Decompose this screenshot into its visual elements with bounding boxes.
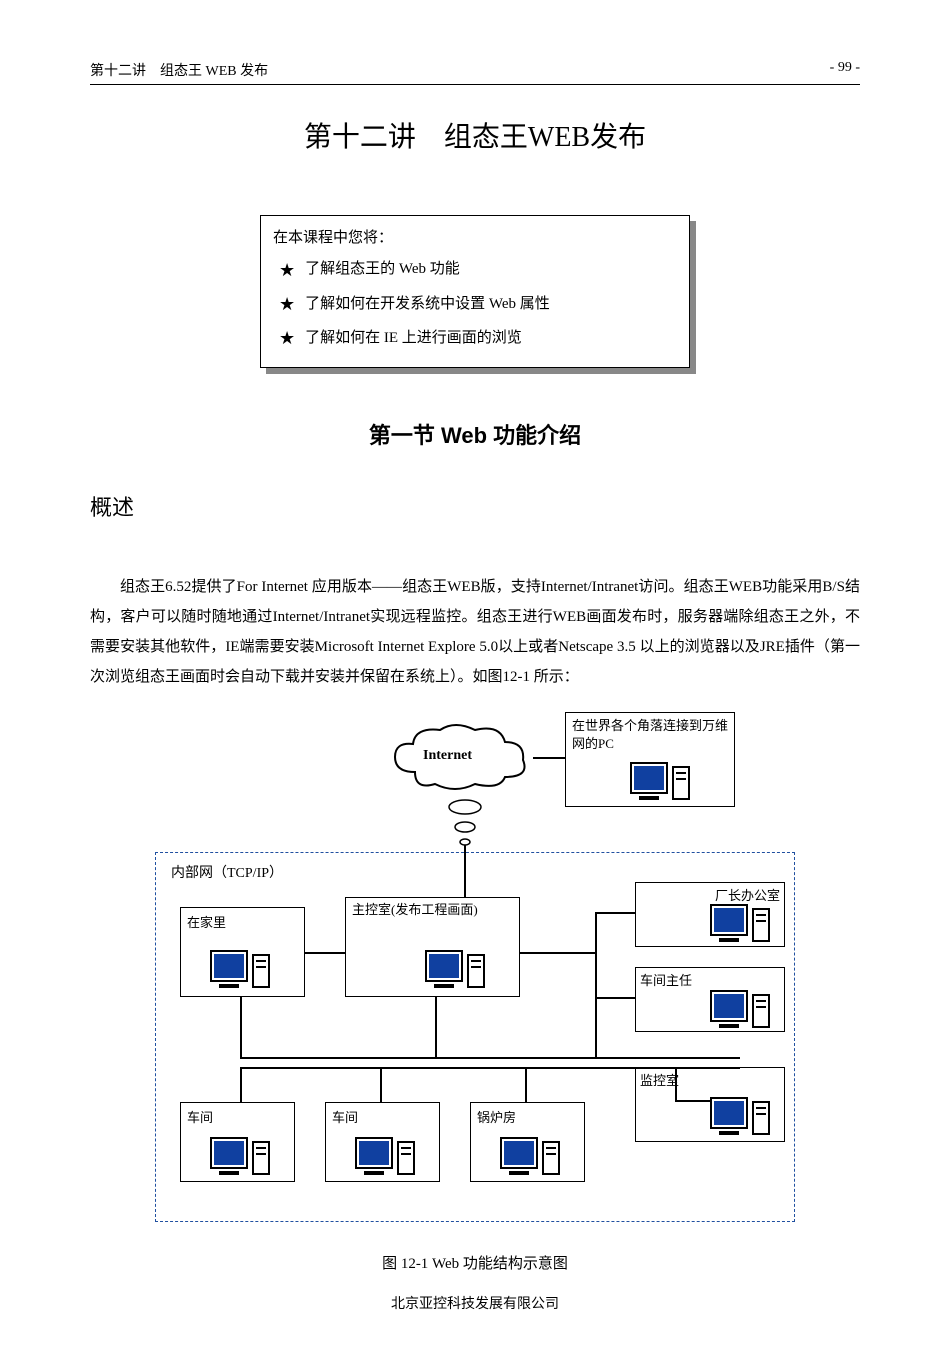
main-title: 第十二讲 组态王WEB发布: [90, 115, 860, 155]
objective-item: ★ 了解如何在 IE 上进行画面的浏览: [273, 321, 677, 355]
connector-line: [675, 1067, 677, 1102]
star-icon: ★: [279, 287, 295, 321]
objectives-box: 在本课程中您将： ★ 了解组态王的 Web 功能 ★ 了解如何在开发系统中设置 …: [260, 215, 690, 368]
connector-line: [380, 1067, 382, 1102]
objectives-intro: 在本课程中您将：: [273, 224, 677, 253]
objective-text: 了解如何在 IE 上进行画面的浏览: [305, 324, 522, 353]
intranet-label: 内部网（TCP/IP）: [167, 860, 287, 884]
workshop-director-label: 车间主任: [640, 970, 780, 989]
computer-icon: [710, 904, 770, 942]
cloud-trail-icon: [445, 797, 485, 847]
computer-icon: [710, 990, 770, 1028]
objective-text: 了解组态王的 Web 功能: [305, 255, 460, 284]
star-icon: ★: [279, 253, 295, 287]
remote-pc-label: 在世界各个角落连接到万维网的PC: [572, 717, 728, 753]
boiler-label: 锅炉房: [477, 1107, 578, 1126]
home-label: 在家里: [187, 912, 298, 931]
page-footer: 北京亚控科技发展有限公司: [90, 1293, 860, 1313]
connector-line: [525, 1067, 527, 1102]
star-icon: ★: [279, 321, 295, 355]
computer-icon: [425, 950, 485, 988]
internet-label: Internet: [423, 748, 472, 764]
section-title: 第一节 Web 功能介绍: [90, 418, 860, 450]
computer-icon: [630, 762, 690, 800]
intranet-label-text: 内部网（TCP/IP）: [171, 866, 283, 881]
subsection-title: 概述: [90, 490, 860, 522]
network-diagram: Internet 在世界各个角落连接到万维网的PC 内部网（TCP/IP） 在家…: [155, 712, 795, 1242]
connector-line: [595, 912, 635, 914]
computer-icon: [210, 1137, 270, 1175]
objective-item: ★ 了解如何在开发系统中设置 Web 属性: [273, 287, 677, 321]
body-paragraph: 组态王6.52提供了For Internet 应用版本——组态王WEB版，支持I…: [90, 572, 860, 692]
connector-line: [520, 952, 595, 954]
connector-line: [595, 912, 597, 1057]
computer-icon: [710, 1097, 770, 1135]
header-left: 第十二讲 组态王 WEB 发布: [90, 60, 268, 80]
manager-office-label: 厂长办公室: [640, 885, 780, 904]
objective-item: ★ 了解组态王的 Web 功能: [273, 253, 677, 287]
page: 第十二讲 组态王 WEB 发布 - 99 - 第十二讲 组态王WEB发布 在本课…: [0, 0, 950, 1353]
connector-line: [240, 1067, 242, 1102]
connector-line: [240, 1057, 740, 1059]
objective-text: 了解如何在开发系统中设置 Web 属性: [305, 290, 550, 319]
connector-line: [675, 1100, 710, 1102]
monitor-room-label: 监控室: [640, 1070, 780, 1089]
computer-icon: [500, 1137, 560, 1175]
connector-line: [240, 1067, 740, 1069]
connector-line: [240, 997, 242, 1057]
connector-line: [305, 952, 345, 954]
workshop2-label: 车间: [332, 1107, 433, 1126]
connector-line: [435, 997, 437, 1057]
computer-icon: [355, 1137, 415, 1175]
page-header: 第十二讲 组态王 WEB 发布 - 99 -: [90, 60, 860, 85]
control-room-label: 主控室(发布工程画面): [352, 902, 513, 919]
connector-line: [595, 997, 635, 999]
objectives-content: 在本课程中您将： ★ 了解组态王的 Web 功能 ★ 了解如何在开发系统中设置 …: [260, 215, 690, 368]
workshop1-label: 车间: [187, 1107, 288, 1126]
figure-caption: 图 12-1 Web 功能结构示意图: [90, 1252, 860, 1273]
header-right: - 99 -: [830, 60, 860, 80]
connector-line: [533, 757, 565, 759]
computer-icon: [210, 950, 270, 988]
